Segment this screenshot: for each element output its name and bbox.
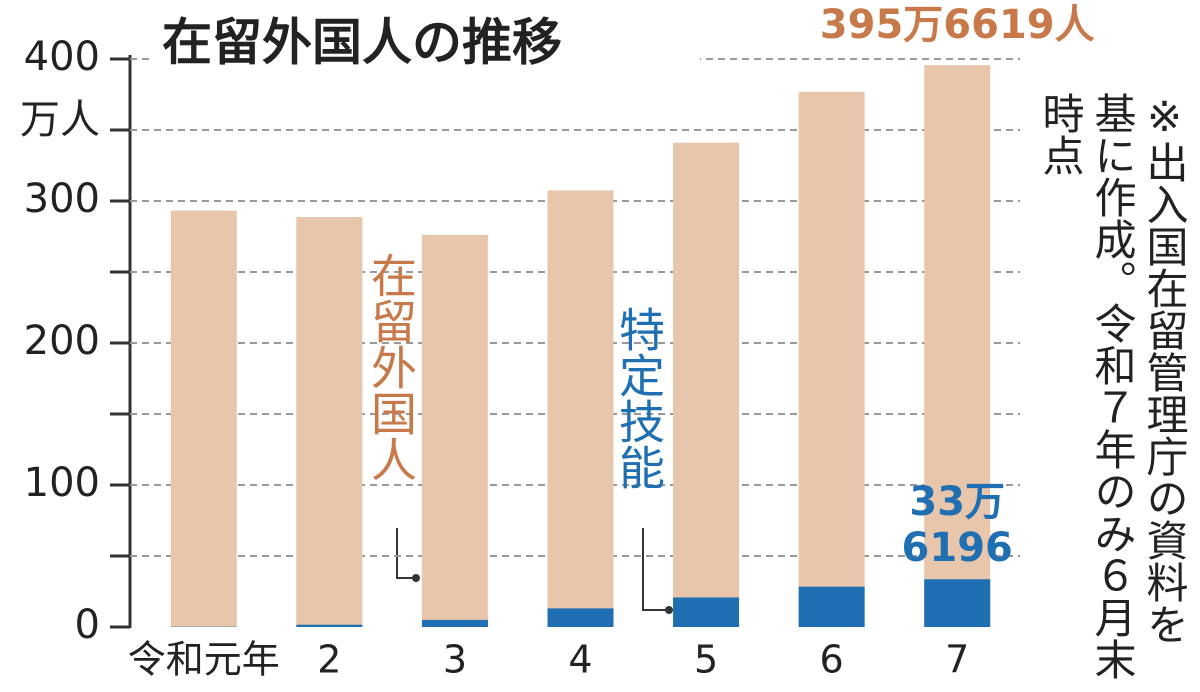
- leader-dot: [665, 606, 673, 614]
- leader-line: [642, 528, 668, 611]
- note: ※出入国在留管理庁の資料を基に作成。令和７年のみ６月末時点: [1036, 92, 1189, 680]
- bar: [421, 619, 488, 627]
- bar: [798, 586, 865, 627]
- x-tick-label: 令和元年: [128, 638, 280, 682]
- chart-title: 在留外国人の推移: [162, 14, 562, 72]
- value-label: 33万 6196: [901, 479, 1013, 572]
- bar: [296, 624, 363, 627]
- bar: [673, 597, 740, 627]
- x-tick-label: 5: [694, 638, 718, 682]
- value-label: 395万6619人: [819, 2, 1095, 48]
- y-tick-label: 300: [24, 176, 100, 222]
- x-tick-label: 7: [945, 638, 969, 682]
- bar: [170, 210, 237, 628]
- bar: [924, 65, 991, 628]
- title-bg: [150, 5, 700, 85]
- leader-line: [396, 528, 415, 579]
- bar: [421, 234, 488, 628]
- bar: [547, 190, 614, 627]
- x-tick-label: 4: [568, 638, 592, 682]
- y-unit: 万人: [20, 97, 100, 143]
- bar: [296, 217, 363, 627]
- x-tick-label: 3: [443, 638, 467, 682]
- y-tick-label: 0: [75, 602, 100, 648]
- legend-label: 在留外国人: [364, 252, 418, 482]
- y-tick-label: 100: [24, 460, 100, 506]
- bar: [798, 91, 865, 627]
- y-tick-label: 200: [24, 318, 100, 364]
- y-tick-label: 400: [24, 34, 100, 80]
- bar: [673, 142, 740, 627]
- x-tick-label: 2: [317, 638, 341, 682]
- bar: [547, 608, 614, 627]
- x-tick-label: 6: [820, 638, 844, 682]
- legend-label: 特定技能: [612, 306, 666, 490]
- bar: [924, 579, 991, 627]
- leader-dot: [412, 574, 420, 582]
